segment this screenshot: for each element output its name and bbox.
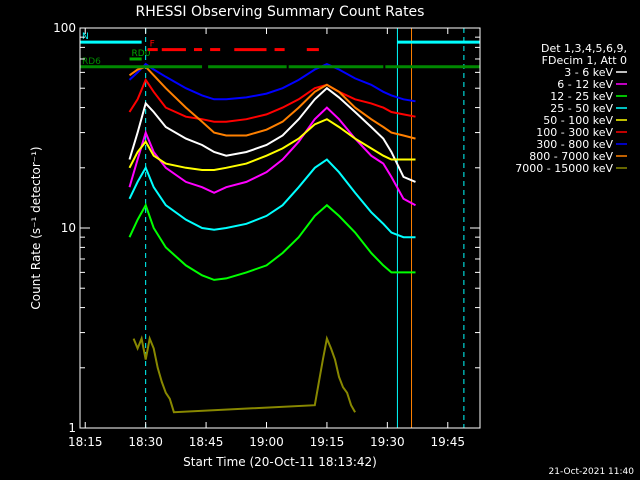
x-tick-label-6: 19:45	[430, 435, 465, 449]
x-tick-label-3: 19:00	[249, 435, 284, 449]
x-tick-label-1: 18:30	[128, 435, 163, 449]
x-tick-label-4: 19:15	[310, 435, 345, 449]
status-bar-label-rd6: RD6	[82, 57, 101, 67]
x-tick-label-5: 19:30	[370, 435, 405, 449]
x-axis-label: Start Time (20-Oct-11 18:13:42)	[183, 455, 377, 469]
legend-entry-8: 7000 - 15000 keV	[515, 162, 613, 175]
legend-entry-7: 800 - 7000 keV	[529, 150, 613, 163]
y-tick-label-2: 100	[53, 21, 76, 35]
status-bar-label-n: N	[82, 32, 89, 42]
x-tick-label-2: 18:45	[189, 435, 224, 449]
series-line-3	[128, 158, 416, 239]
legend-entry-3: 25 - 50 keV	[550, 102, 613, 115]
y-tick-label-1: 10	[61, 221, 76, 235]
series-line-4	[128, 118, 416, 171]
status-bar-label-f: F	[150, 40, 155, 50]
legend-header-0: Det 1,3,4,5,6,9,	[541, 42, 627, 55]
legend-entry-1: 6 - 12 keV	[557, 78, 613, 91]
plot-frame	[79, 27, 481, 429]
legend-entry-0: 3 - 6 keV	[564, 66, 613, 79]
x-tick-label-0: 18:15	[68, 435, 103, 449]
series-line-1	[128, 106, 416, 207]
legend-entry-4: 50 - 100 keV	[543, 114, 613, 127]
y-axis-label: Count Rate (s⁻¹ detector⁻¹)	[29, 146, 43, 309]
series-line-5	[128, 77, 416, 123]
legend-entry-6: 300 - 800 keV	[536, 138, 613, 151]
chart-title: RHESSI Observing Summary Count Rates	[136, 4, 425, 20]
y-tick-label-0: 1	[68, 421, 76, 435]
series-line-7	[128, 65, 416, 140]
legend-entry-2: 12 - 25 keV	[550, 90, 613, 103]
status-bar-label-rd0: RD0	[132, 49, 151, 59]
series-line-6	[128, 62, 416, 103]
legend-header-1: FDecim 1, Att 0	[542, 54, 627, 67]
legend-entry-5: 100 - 300 keV	[536, 126, 613, 139]
series-line-0	[128, 86, 416, 183]
series-line-2	[128, 202, 416, 281]
series-line-8	[132, 335, 356, 414]
timestamp: 21-Oct-2021 11:40	[548, 467, 634, 477]
